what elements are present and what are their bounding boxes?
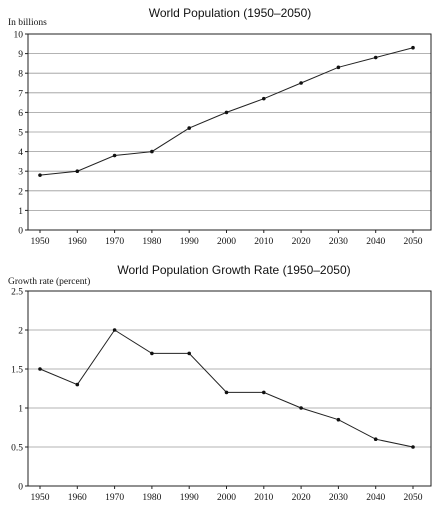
data-point (224, 110, 229, 115)
series-line (39, 329, 414, 448)
x-tick-label: 1950 (31, 237, 50, 247)
y-tick-label: 8 (18, 70, 23, 80)
x-tick-label: 2020 (292, 237, 311, 247)
data-point (112, 328, 117, 332)
y-tick-label: 6 (18, 109, 23, 119)
x-tick-label: 2040 (366, 493, 385, 503)
data-point (336, 65, 341, 70)
x-tick-label: 2030 (329, 237, 348, 247)
data-point (150, 149, 154, 154)
y-axis-label: Growth rate (percent) (8, 276, 90, 287)
data-point (336, 417, 341, 422)
x-tick-label: 2040 (366, 237, 385, 247)
x-tick-label: 1980 (142, 493, 161, 503)
y-tick-label: 2 (18, 327, 23, 337)
gridlines (28, 53, 431, 211)
x-tick-label: 2000 (217, 237, 236, 247)
plot-frame (27, 290, 432, 487)
x-tick-label: 2030 (329, 493, 348, 503)
y-ticks: 0 1 2 3 4 5 6 7 8 9 10 (14, 31, 28, 237)
plot-frame (27, 33, 432, 231)
x-tick-label: 2050 (404, 237, 423, 247)
series (38, 45, 415, 177)
y-tick-label: 9 (18, 50, 23, 60)
chart-title: World Population Growth Rate (1950–2050) (117, 263, 350, 277)
series (38, 328, 415, 449)
y-tick-label: 1 (18, 405, 23, 415)
x-ticks: 1950 1960 1970 1980 1990 2000 2010 2020 2030 2040… (31, 230, 423, 247)
y-ticks: 0 0.5 1 1.5 2 2.5 (11, 288, 28, 493)
x-ticks: 1950 1960 1970 1980 1990 2000 2010 2020 2030 2040… (31, 486, 423, 503)
data-point (224, 390, 229, 395)
x-tick-label: 2000 (217, 493, 236, 503)
data-point (187, 351, 191, 356)
data-point (75, 169, 80, 173)
y-tick-label: 1 (18, 207, 23, 217)
y-tick-label: 10 (14, 31, 24, 41)
data-point (112, 153, 117, 158)
y-tick-label: 2 (18, 187, 23, 197)
chart-title: World Population (1950–2050) (149, 6, 312, 20)
x-tick-label: 2020 (292, 493, 311, 503)
data-point (38, 173, 42, 177)
y-tick-label: 5 (18, 129, 23, 139)
population-chart: World Population (1950–2050) In billions… (8, 6, 432, 247)
data-point (150, 351, 154, 356)
data-point (411, 445, 415, 449)
y-tick-label: 1.5 (11, 366, 23, 376)
gridlines (28, 329, 431, 448)
data-point (373, 437, 378, 442)
y-tick-label: 0 (18, 483, 23, 493)
growth-rate-chart: World Population Growth Rate (1950–2050)… (8, 263, 432, 503)
data-point (262, 390, 266, 395)
data-point (262, 96, 266, 101)
x-tick-label: 1970 (105, 237, 124, 247)
y-axis-label: In billions (8, 18, 47, 28)
x-tick-label: 2010 (254, 237, 273, 247)
x-tick-label: 1990 (180, 493, 199, 503)
x-tick-label: 2010 (254, 493, 273, 503)
data-point (299, 406, 303, 410)
y-tick-label: 3 (18, 168, 23, 178)
x-tick-label: 1970 (105, 493, 124, 503)
data-point (299, 81, 303, 85)
data-point (38, 367, 42, 371)
x-tick-label: 1950 (31, 493, 50, 503)
x-tick-label: 1980 (142, 237, 161, 247)
data-point (187, 126, 191, 130)
x-tick-label: 1960 (68, 493, 87, 503)
y-tick-label: 2.5 (11, 288, 23, 298)
data-point (411, 45, 415, 50)
x-tick-label: 1990 (180, 237, 199, 247)
y-tick-label: 7 (18, 89, 23, 99)
y-tick-label: 0.5 (11, 444, 23, 454)
y-tick-label: 4 (18, 148, 23, 158)
data-point (75, 382, 80, 387)
x-tick-label: 1960 (68, 237, 87, 247)
data-point (373, 55, 378, 60)
y-tick-label: 0 (18, 227, 23, 237)
x-tick-label: 2050 (404, 493, 423, 503)
